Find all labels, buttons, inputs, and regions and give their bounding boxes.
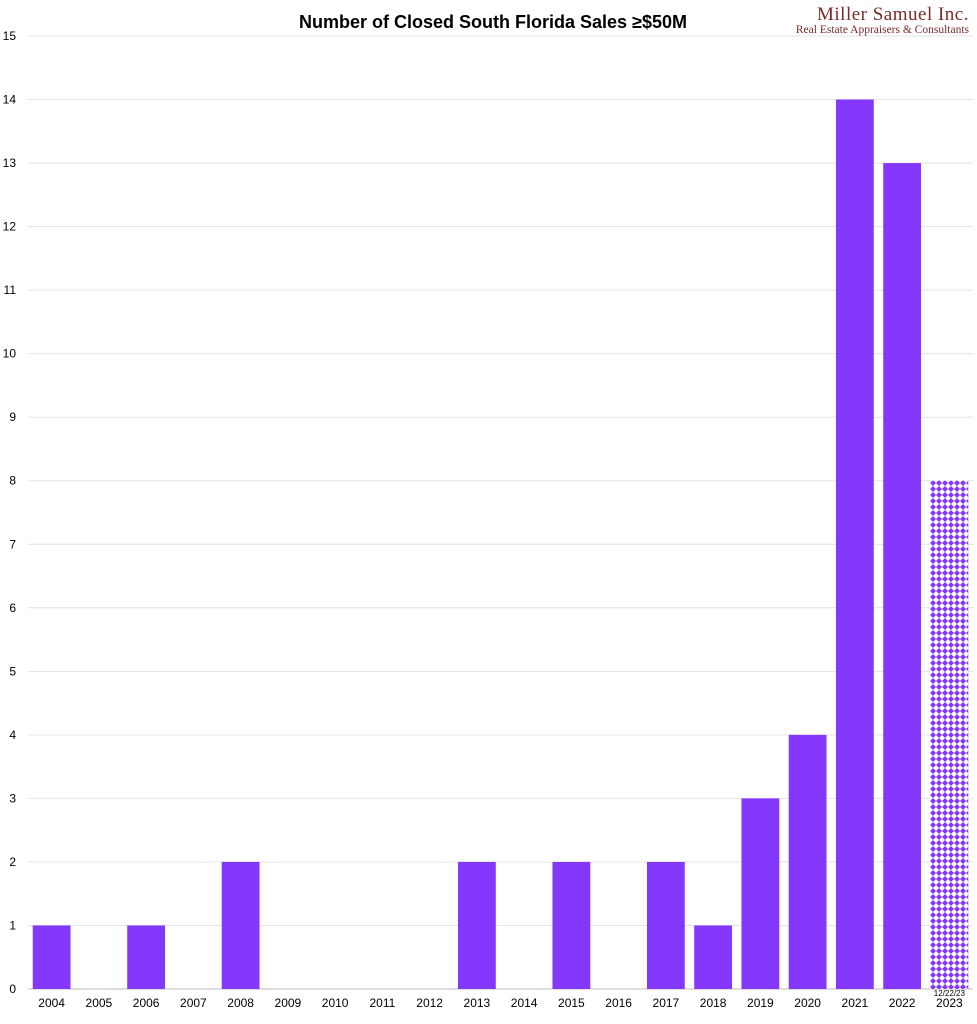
bars [32,99,969,990]
x-tick-label: 2023 [936,996,963,1010]
y-tick-label: 10 [3,347,17,361]
bar-2006 [127,925,166,989]
y-tick-label: 7 [9,537,16,551]
x-tick-label: 2017 [653,996,680,1010]
x-tick-label: 2004 [38,996,65,1010]
logo-name: Miller Samuel Inc. [817,4,969,25]
gridlines [28,35,973,990]
x-tick-label: 2019 [747,996,774,1010]
y-tick-label: 2 [9,855,16,869]
x-tick-label: 2009 [275,996,302,1010]
y-tick-label: 8 [9,474,16,488]
x-tick-label: 2013 [464,996,491,1010]
x-tick-label: 2010 [322,996,349,1010]
y-tick-label: 9 [9,410,16,424]
x-tick-label: 2011 [369,996,395,1010]
bar-2019 [741,798,780,989]
y-tick-label: 14 [3,93,17,107]
partial-year-note: 12/22/23 [934,989,966,998]
bar-2023-partial [930,480,969,989]
x-tick-label: 2008 [227,996,254,1010]
x-tick-label: 2006 [133,996,160,1010]
y-tick-label: 0 [9,982,16,996]
x-tick-label: 2012 [416,996,443,1010]
x-tick-label: 2014 [511,996,538,1010]
y-tick-label: 3 [9,791,16,805]
logo-tagline: Real Estate Appraisers & Consultants [796,24,970,36]
x-tick-label: 2020 [794,996,821,1010]
bar-2021 [835,99,874,990]
bar-2004 [32,925,71,989]
y-tick-label: 4 [9,728,16,742]
y-tick-label: 6 [9,601,16,615]
y-tick-label: 11 [4,283,17,297]
bar-2013 [457,861,496,989]
bar-2018 [694,925,733,989]
x-tick-label: 2016 [605,996,632,1010]
bar-2020 [788,734,827,989]
bar-2017 [646,861,685,989]
x-tick-label: 2005 [86,996,113,1010]
x-tick-label: 2022 [889,996,916,1010]
y-tick-label: 13 [3,156,17,170]
bar-2015 [552,861,591,989]
y-tick-label: 1 [9,918,16,932]
chart-title: Number of Closed South Florida Sales ≥$5… [299,12,687,32]
x-tick-label: 2007 [180,996,207,1010]
x-axis-ticks: 2004 2005 2006 2007 2008 2009 2010 2011 2012 2013… [38,996,963,1010]
x-tick-label: 2021 [842,996,869,1010]
miller-samuel-logo: Miller Samuel Inc. Real Estate Appraiser… [796,4,970,36]
y-tick-label: 12 [3,220,17,234]
y-tick-label: 5 [9,664,16,678]
x-tick-label: 2018 [700,996,727,1010]
y-tick-label: 15 [3,29,17,43]
x-tick-label: 2015 [558,996,585,1010]
bar-2022 [883,163,922,990]
bar-2008 [221,861,260,989]
